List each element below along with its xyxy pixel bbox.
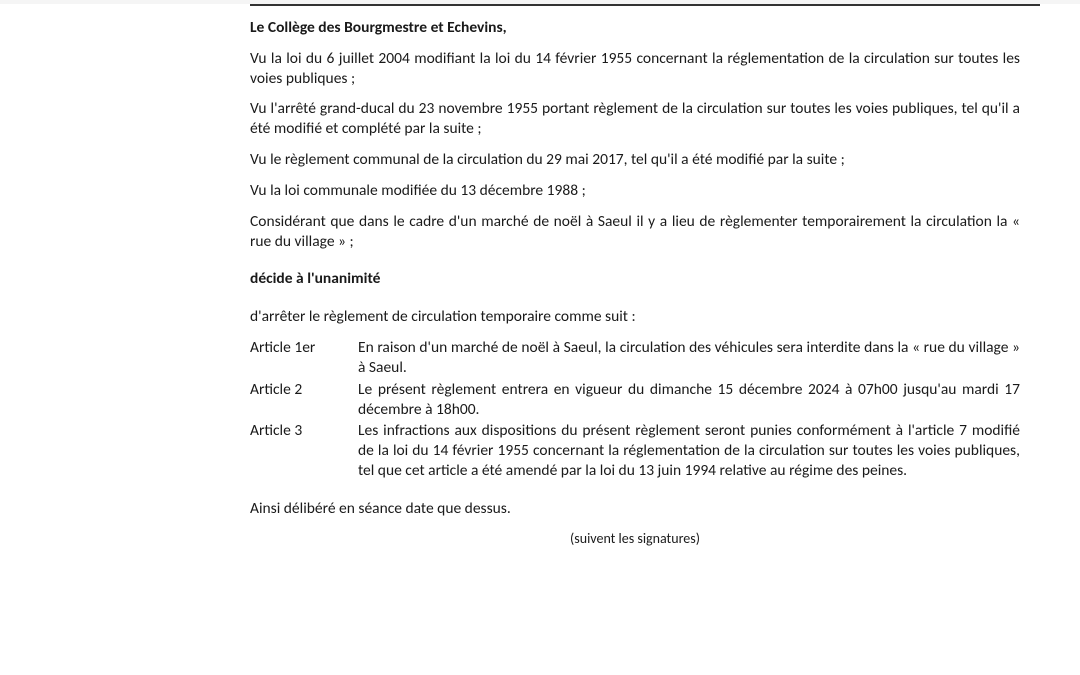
article-text: Les infractions aux dispositions du prés… — [358, 421, 1020, 482]
closing-line: Ainsi délibéré en séance date que dessus… — [250, 499, 1020, 519]
preamble-paragraph: Vu la loi communale modifiée du 13 décem… — [250, 181, 1020, 201]
decision-line: décide à l'unanimité — [250, 269, 1020, 289]
article-row: Article 1er En raison d'un marché de noë… — [250, 338, 1020, 380]
document-page: Le Collège des Bourgmestre et Echevins, … — [0, 4, 1080, 675]
preamble-paragraph: Vu l'arrêté grand-ducal du 23 novembre 1… — [250, 99, 1020, 139]
preamble-paragraph: Vu le règlement communal de la circulati… — [250, 150, 1020, 170]
article-label: Article 2 — [250, 380, 358, 422]
article-text: Le présent règlement entrera en vigueur … — [358, 380, 1020, 422]
heading: Le Collège des Bourgmestre et Echevins, — [250, 18, 1020, 38]
article-row: Article 3 Les infractions aux dispositio… — [250, 421, 1020, 482]
document-body: Le Collège des Bourgmestre et Echevins, … — [0, 6, 1080, 548]
preamble-paragraph: Considérant que dans le cadre d'un march… — [250, 212, 1020, 252]
article-label: Article 1er — [250, 338, 358, 380]
preamble-paragraph: Vu la loi du 6 juillet 2004 modifiant la… — [250, 49, 1020, 89]
article-text: En raison d'un marché de noël à Saeul, l… — [358, 338, 1020, 380]
signatures-line: (suivent les signatures) — [250, 530, 1020, 548]
article-row: Article 2 Le présent règlement entrera e… — [250, 380, 1020, 422]
article-label: Article 3 — [250, 421, 358, 482]
articles-block: Article 1er En raison d'un marché de noë… — [250, 338, 1020, 483]
intro-line: d'arrêter le règlement de circulation te… — [250, 307, 1020, 327]
